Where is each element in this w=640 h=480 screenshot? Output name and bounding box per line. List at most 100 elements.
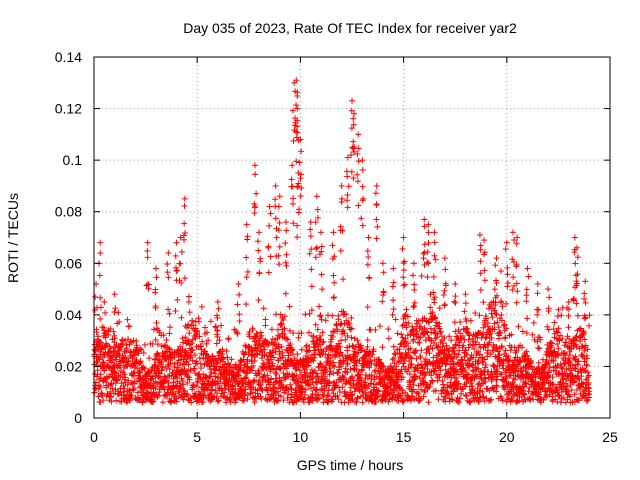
roti-point xyxy=(581,290,588,297)
roti-point xyxy=(411,281,418,288)
roti-point xyxy=(187,395,194,402)
roti-point xyxy=(141,365,148,372)
y-tick-label: 0 xyxy=(74,410,82,426)
roti-point xyxy=(457,319,464,326)
roti-point xyxy=(180,381,187,388)
roti-point xyxy=(410,338,417,345)
roti-point xyxy=(97,339,104,346)
roti-peak-point xyxy=(462,291,469,298)
roti-point xyxy=(314,244,321,251)
roti-peak-point xyxy=(173,239,180,246)
roti-point xyxy=(163,336,170,343)
roti-point xyxy=(524,315,531,322)
roti-point xyxy=(544,323,551,330)
roti-point xyxy=(109,385,116,392)
roti-point xyxy=(159,377,166,384)
y-tick-label: 0.12 xyxy=(55,101,82,117)
roti-point xyxy=(255,247,262,254)
roti-point xyxy=(158,367,165,374)
roti-point xyxy=(534,290,541,297)
roti-point xyxy=(113,397,120,404)
roti-point xyxy=(173,374,180,381)
roti-point xyxy=(451,319,458,326)
roti-peak-point xyxy=(256,229,263,236)
roti-point xyxy=(319,286,326,293)
roti-point xyxy=(565,312,572,319)
roti-point xyxy=(190,382,197,389)
roti-point xyxy=(400,274,407,281)
roti-point xyxy=(179,377,186,384)
roti-point xyxy=(150,326,157,333)
y-tick-label: 0.1 xyxy=(63,152,83,168)
roti-point xyxy=(408,361,415,368)
roti-point xyxy=(253,190,260,197)
roti-point xyxy=(390,297,397,304)
roti-point xyxy=(574,270,581,277)
roti-peak-point xyxy=(330,229,337,236)
roti-point xyxy=(189,346,196,353)
roti-point xyxy=(535,306,542,313)
roti-point xyxy=(504,283,511,290)
roti-point xyxy=(372,399,379,406)
roti-point xyxy=(184,373,191,380)
roti-point xyxy=(167,360,174,367)
roti-point xyxy=(364,304,371,311)
roti-point xyxy=(94,367,101,374)
roti-point xyxy=(481,267,488,274)
roti-point xyxy=(392,316,399,323)
roti-point xyxy=(215,305,222,312)
roti-point xyxy=(359,166,366,173)
roti-peak-point xyxy=(276,193,283,200)
roti-point xyxy=(314,206,321,213)
roti-point xyxy=(135,350,142,357)
x-tick-label: 10 xyxy=(293,429,309,445)
roti-point xyxy=(430,273,437,280)
roti-peak-point xyxy=(379,260,386,267)
roti-peak-point xyxy=(441,255,448,262)
roti-point xyxy=(351,335,358,342)
roti-point xyxy=(568,386,575,393)
roti-point xyxy=(329,312,336,319)
roti-point xyxy=(355,145,362,152)
roti-point xyxy=(345,183,352,190)
roti-point xyxy=(103,379,110,386)
roti-point xyxy=(108,398,115,405)
roti-point xyxy=(276,261,283,268)
roti-point xyxy=(137,345,144,352)
roti-point xyxy=(119,336,126,343)
roti-point xyxy=(551,319,558,326)
roti-point xyxy=(433,334,440,341)
roti-point xyxy=(565,324,572,331)
roti-point xyxy=(178,353,185,360)
roti-point xyxy=(161,386,168,393)
x-tick-label: 20 xyxy=(499,429,515,445)
roti-point xyxy=(308,266,315,273)
roti-point xyxy=(162,378,169,385)
roti-point xyxy=(267,210,274,217)
roti-point xyxy=(413,355,420,362)
roti-point xyxy=(504,279,511,286)
roti-point xyxy=(266,222,273,229)
roti-point xyxy=(149,373,156,380)
roti-point xyxy=(288,183,295,190)
roti-point xyxy=(122,374,129,381)
roti-peak-point xyxy=(338,182,345,189)
roti-point xyxy=(354,171,361,178)
roti-point xyxy=(95,393,102,400)
roti-point xyxy=(380,292,387,299)
roti-point xyxy=(497,268,504,275)
roti-point xyxy=(166,330,173,337)
roti-peak-point xyxy=(318,229,325,236)
roti-point xyxy=(399,245,406,252)
roti-point xyxy=(161,393,168,400)
roti-point xyxy=(225,335,232,342)
roti-point xyxy=(410,304,417,311)
roti-point xyxy=(462,300,469,307)
roti-point xyxy=(488,378,495,385)
roti-point xyxy=(289,200,296,207)
roti-point xyxy=(425,229,432,236)
roti-point xyxy=(586,322,593,329)
roti-point xyxy=(313,245,320,252)
roti-point xyxy=(121,385,128,392)
roti-point xyxy=(276,243,283,250)
